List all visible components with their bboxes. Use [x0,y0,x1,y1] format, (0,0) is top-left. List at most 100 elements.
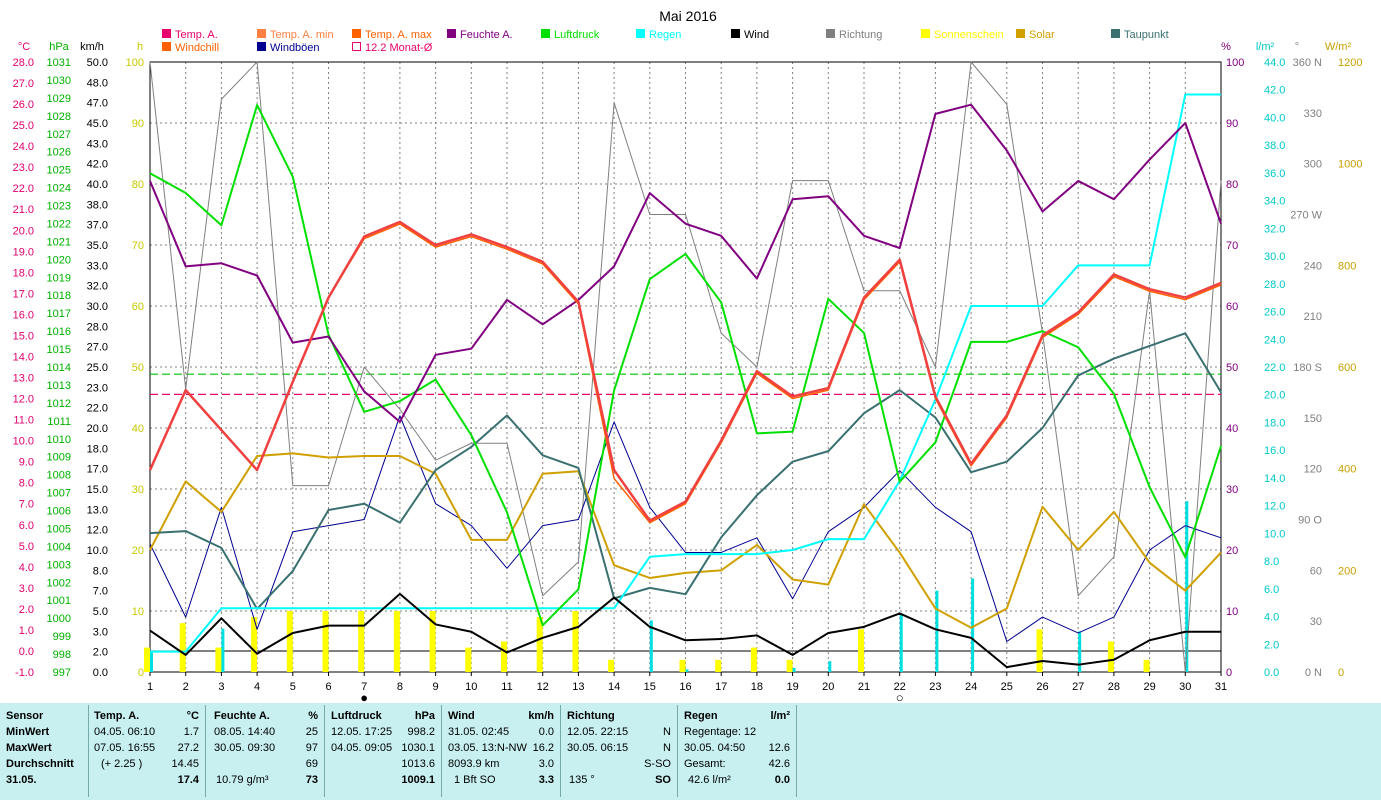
rain-day-bar [971,578,975,672]
temp-tick-label: 24.0 [13,141,34,153]
rain-tick-label: 0.0 [1264,667,1279,679]
pressure-tick-label: 1023 [47,201,71,213]
rain-tick-label: 26.0 [1264,307,1285,319]
moon-phases: ● ○ [360,690,903,703]
temp-tick-label: 20.0 [13,225,34,237]
solar-tick-label: 200 [1338,565,1356,577]
pressure-tick-label: 1005 [47,523,71,535]
stats-rain-max-date: 30.05. 04:50 [684,742,746,754]
solar-tick-label: 1000 [1338,159,1362,171]
rain-tick-label: 2.0 [1264,639,1279,651]
legend-label: Regen [649,29,681,41]
stats-wind-title: Wind [448,710,475,722]
pressure-tick-label: 997 [53,667,71,679]
x-tick-label: 1 [147,681,153,693]
rain-day-bar [828,661,832,672]
wind-tick-label: 38.0 [87,199,108,211]
sun-tick-label: 100 [126,57,144,69]
pressure-tick-label: 1000 [47,613,71,625]
sunshine-bar [358,611,365,672]
x-tick-label: 25 [1001,681,1013,693]
wind-tick-label: 2.0 [93,647,108,659]
legend-swatch [541,29,550,38]
legend-swatch [1016,29,1025,38]
stats-rain-today: 0.0 [774,774,790,786]
stats-hum-unit: % [308,710,318,722]
rain-tick-label: 30.0 [1264,251,1285,263]
temp-tick-label: 14.0 [13,351,34,363]
direction-tick-label: 300 [1304,159,1322,171]
legend-label: Windchill [175,42,219,54]
x-tick-label: 2 [183,681,189,693]
sunshine-bar [322,611,329,672]
rain-tick-label: 44.0 [1264,57,1285,69]
rain-tick-label: 12.0 [1264,501,1285,513]
temp-tick-label: 10.0 [13,436,34,448]
legend-swatch [636,29,645,38]
legend-label: Sonnenschein [934,29,1004,41]
rain-tick-label: 10.0 [1264,528,1285,540]
sunshine-bar [1143,659,1150,672]
temp-tick-label: 2.0 [19,604,34,616]
x-tick-label: 15 [644,681,656,693]
rain-day-bar [1078,631,1082,672]
x-tick-label: 21 [858,681,870,693]
x-tick-label: 3 [218,681,224,693]
rain-axis-label: l/m² [1256,41,1275,53]
rain-day-bar [649,620,653,672]
series-line-windb-en [149,415,1222,642]
stats-press-unit: hPa [414,710,435,722]
sun-tick-label: 0 [138,667,144,679]
x-tick-label: 24 [965,681,977,693]
humidity-tick-label: 20 [1226,545,1238,557]
legend-swatch [447,29,456,38]
wind-tick-label: 43.0 [87,138,108,150]
series-line-wind [149,592,1221,669]
legend: Temp. A. Temp. A. min Temp. A. max Feuchte … [162,29,1169,54]
pressure-tick-label: 1011 [47,416,71,428]
wind-tick-label: 32.0 [87,281,108,293]
stats-rain-title: Regen [684,710,718,722]
rain-tick-label: 28.0 [1264,279,1285,291]
pressure-tick-label: 1007 [47,488,71,500]
stats-wind-today: 3.3 [538,774,554,786]
pressure-tick-label: 1019 [47,272,71,284]
temp-tick-label: 1.0 [19,625,34,637]
x-tick-label: 23 [929,681,941,693]
rain-tick-label: 4.0 [1264,612,1279,624]
sunshine-bar [536,617,543,672]
stats-direction: Richtung 12.05. 22:15 N 30.05. 06:15 N S-S… [560,705,677,797]
temp-tick-label: 15.0 [13,330,34,342]
wind-tick-label: 5.0 [93,606,108,618]
stats-wind-min-date: 31.05. 02:45 [448,726,510,738]
sunshine-bar [501,641,507,672]
legend-swatch [162,42,171,51]
stats-sensor-title: Sensor [6,710,44,722]
humidity-tick-label: 90 [1226,118,1238,130]
pressure-tick-label: 1030 [47,75,71,87]
stats-press-min-date: 12.05. 17:25 [331,726,393,738]
sunshine-bar [786,659,793,672]
legend-label: Temp. A. min [270,29,334,41]
pressure-tick-label: 1012 [47,398,71,410]
wind-tick-label: 10.0 [87,545,108,557]
axes: °C 28.0 27.0 26.0 25.0 24.0 23.0 22.0 21.0 20.0 19… [13,41,1363,679]
stats-dir-title: Richtung [567,710,615,722]
stats-rain-total-val: 42.6 [768,758,790,770]
stats-press-min-val: 998.2 [407,726,435,738]
stats-dir-avg-val: S-SO [644,758,671,770]
stats-wind-max-val: 16.2 [532,742,554,754]
pressure-axis-label: hPa [49,41,69,53]
wind-tick-label: 20.0 [87,423,108,435]
stats-wind-unit: km/h [528,710,554,722]
direction-tick-label: 180 S [1293,362,1322,374]
stats-hum-min-val: 25 [305,726,318,738]
series-line-regen [150,93,1221,653]
x-tick-label: 17 [715,681,727,693]
stats-rain-max-val: 12.6 [768,742,790,754]
humidity-tick-label: 60 [1226,301,1238,313]
stats-temp-avg-extra: (+ 2.25 ) [101,758,143,770]
solar-tick-label: 400 [1338,464,1356,476]
stats-empty [796,705,915,797]
legend-swatch [921,29,930,38]
